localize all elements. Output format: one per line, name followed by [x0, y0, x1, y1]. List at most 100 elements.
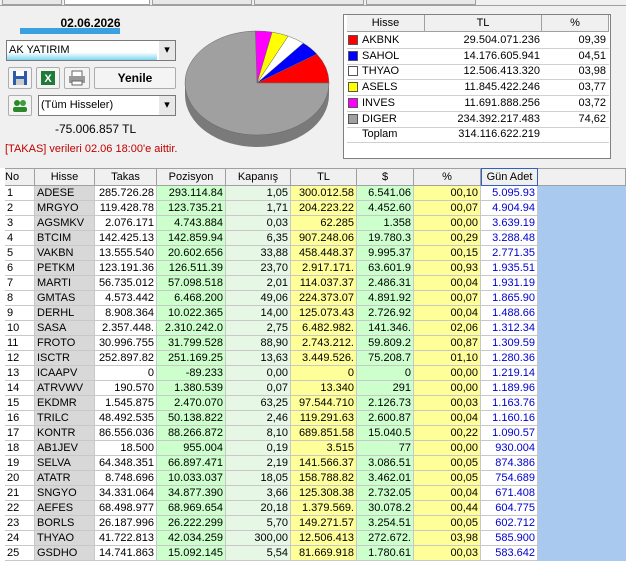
table-cell: 2.771.35 — [481, 246, 538, 261]
table-cell: 272.672. — [357, 531, 414, 546]
table-cell: 5 — [5, 246, 35, 261]
table-cell: 9 — [5, 306, 35, 321]
legend-row — [347, 127, 609, 144]
table-cell: PETKM — [35, 261, 95, 276]
table-cell: 12.506.413 — [291, 531, 357, 546]
table-cell: DERHL — [35, 306, 95, 321]
tab[interactable] — [2, 0, 62, 5]
table-cell: 18,05 — [226, 471, 291, 486]
table-cell: AEFES — [35, 501, 95, 516]
print-button[interactable] — [64, 67, 90, 89]
table-cell: 874.386 — [481, 456, 538, 471]
table-cell: 6.468.200 — [157, 291, 226, 306]
dropdown-arrow[interactable]: ▾ — [159, 96, 175, 115]
legend-row — [347, 96, 609, 112]
legend-name: THYAO — [362, 65, 400, 78]
table-cell: 14,00 — [226, 306, 291, 321]
tab[interactable] — [64, 0, 150, 5]
legend-pct: 03,98 — [578, 65, 606, 78]
tab[interactable] — [366, 0, 476, 5]
column-header[interactable]: $ — [357, 168, 414, 186]
refresh-button[interactable]: Yenile — [94, 67, 176, 89]
pie-legend: Hisse TL% AKBNK 29.504.071.236 09,39 SAHOL 14.… — [343, 14, 611, 159]
table-cell: 671.408 — [481, 486, 538, 501]
table-cell: 00,05 — [414, 456, 481, 471]
table-cell: 15.040.5 — [357, 426, 414, 441]
table-cell: VAKBN — [35, 246, 95, 261]
table-cell: 190.570 — [95, 381, 157, 396]
table-cell: 123.735.21 — [157, 201, 226, 216]
table-cell: 291 — [357, 381, 414, 396]
table-cell: 26.222.299 — [157, 516, 226, 531]
save-button[interactable] — [8, 67, 32, 89]
table-cell: 01,10 — [414, 351, 481, 366]
column-header[interactable]: % — [414, 168, 481, 186]
filler-column — [538, 186, 626, 561]
table-cell: 1,05 — [226, 186, 291, 201]
table-cell: 142.425.13 — [95, 231, 157, 246]
legend-pct: 74,62 — [578, 112, 606, 125]
table-cell: 34.877.390 — [157, 486, 226, 501]
table-cell: 88,90 — [226, 336, 291, 351]
tab[interactable] — [152, 0, 252, 5]
legend-row — [347, 80, 609, 97]
legend-name: ASELS — [362, 81, 398, 94]
column-header[interactable]: Gün Adet — [481, 168, 538, 186]
table-cell: 2.486.31 — [357, 276, 414, 291]
table-cell: 12 — [5, 351, 35, 366]
tab[interactable] — [254, 0, 364, 5]
users-button[interactable] — [8, 95, 32, 116]
column-header[interactable]: Hisse — [35, 168, 95, 186]
table-cell: 97.544.710 — [291, 396, 357, 411]
table-cell: 6.482.982. — [291, 321, 357, 336]
table-cell: 66.897.471 — [157, 456, 226, 471]
table-cell: 1.380.539 — [157, 381, 226, 396]
table-cell: 17 — [5, 426, 35, 441]
table-cell: 30.996.755 — [95, 336, 157, 351]
column-header[interactable]: TL — [291, 168, 357, 186]
legend-row — [347, 112, 609, 128]
table-cell: 224.373.07 — [291, 291, 357, 306]
legend-tl: 11.691.888.256 — [464, 96, 540, 109]
stock-combo[interactable]: (Tüm Hisseler) ▾ — [38, 95, 176, 116]
table-cell: 1,71 — [226, 201, 291, 216]
legend-row — [347, 49, 609, 65]
table-cell: 2,46 — [226, 411, 291, 426]
table-cell: 2 — [5, 201, 35, 216]
table-cell: 6,35 — [226, 231, 291, 246]
legend-header: Hisse — [347, 15, 425, 32]
table-cell: 0 — [291, 366, 357, 381]
table-cell: 21 — [5, 486, 35, 501]
table-cell: 1.189.96 — [481, 381, 538, 396]
table-cell: 907.248.06 — [291, 231, 357, 246]
excel-button[interactable]: X — [36, 67, 60, 89]
table-cell: 1.280.36 — [481, 351, 538, 366]
column-header[interactable]: Kapanış — [226, 168, 291, 186]
table-cell: 4.891.92 — [357, 291, 414, 306]
table-cell: 123.191.36 — [95, 261, 157, 276]
table-cell: 158.788.82 — [291, 471, 357, 486]
table-cell: 00,93 — [414, 261, 481, 276]
table-cell: 3.639.19 — [481, 216, 538, 231]
column-header[interactable]: Takas — [95, 168, 157, 186]
table-cell: 2.726.92 — [357, 306, 414, 321]
table-cell: 5,54 — [226, 546, 291, 561]
table-cell: 3.288.48 — [481, 231, 538, 246]
date[interactable]: 02.06.2026 — [60, 16, 121, 30]
table-cell: GMTAS — [35, 291, 95, 306]
table-cell: 2,75 — [226, 321, 291, 336]
column-header[interactable]: No — [5, 168, 35, 186]
broker-combo[interactable]: AK YATIRIM ▾ — [6, 40, 176, 61]
legend-row — [347, 64, 609, 81]
legend-tl: 29.504.071.236 — [463, 34, 540, 46]
table-cell: 33,88 — [226, 246, 291, 261]
dropdown-arrow[interactable]: ▾ — [159, 41, 175, 60]
table-cell: ICAAPV — [35, 366, 95, 381]
table-cell: 14 — [5, 381, 35, 396]
table-cell: 1.379.569. — [291, 501, 357, 516]
legend-tl: 12.506.413.320 — [463, 65, 540, 78]
column-header[interactable]: Pozisyon — [157, 168, 226, 186]
table-cell: 49,06 — [226, 291, 291, 306]
legend-swatch — [348, 35, 358, 45]
